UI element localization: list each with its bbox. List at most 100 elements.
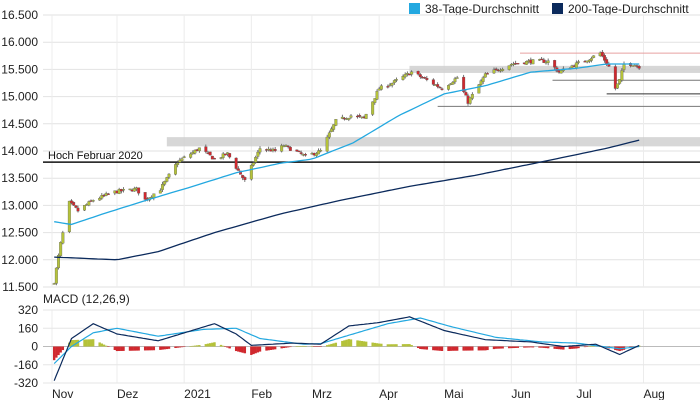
macd-histogram-bar xyxy=(497,346,500,349)
macd-histogram-bar xyxy=(163,346,166,350)
candle-body xyxy=(386,86,390,88)
macd-histogram-bar xyxy=(356,340,359,347)
candle-body xyxy=(395,79,398,81)
candle-body xyxy=(587,59,591,62)
candle-body xyxy=(241,175,245,178)
macd-histogram-bar xyxy=(241,346,244,353)
macd-histogram-bar xyxy=(395,344,398,347)
macd-histogram-bar xyxy=(83,339,86,347)
candle-body xyxy=(282,145,286,148)
candle-body xyxy=(228,153,232,158)
candle-body xyxy=(91,200,95,202)
resistance-band xyxy=(166,137,700,147)
candle-body xyxy=(83,205,86,211)
candle-body xyxy=(559,70,563,74)
candle-body xyxy=(243,177,247,181)
macd-histogram-bar xyxy=(250,346,253,355)
candle-body xyxy=(371,101,375,115)
candle-body xyxy=(423,77,427,79)
candle-body xyxy=(622,63,626,70)
candle-body xyxy=(178,159,182,163)
candle-body xyxy=(330,128,333,132)
macd-histogram-bar xyxy=(282,346,286,349)
candle-body xyxy=(288,146,292,151)
candle-body xyxy=(501,69,505,71)
ma200-line xyxy=(54,139,640,261)
macd-histogram-bar xyxy=(538,346,541,348)
macd-histogram-bar xyxy=(176,346,179,348)
candle-body xyxy=(613,66,617,89)
macd-histogram-bar xyxy=(256,346,260,353)
macd-histogram-bar xyxy=(557,346,561,350)
candle-body xyxy=(74,205,78,208)
macd-histogram-bar xyxy=(453,346,457,351)
macd-histogram-bar xyxy=(345,339,348,347)
candle-body xyxy=(100,194,104,199)
macd-histogram-bar xyxy=(423,346,426,350)
candle-body xyxy=(570,65,574,68)
macd-histogram-bar xyxy=(360,340,364,347)
macd-histogram-bar xyxy=(562,346,565,350)
candle-body xyxy=(106,193,110,195)
candle-body xyxy=(219,157,223,159)
macd-histogram-bar xyxy=(59,346,62,353)
macd-histogram-bar xyxy=(120,346,123,351)
macd-histogram-bar xyxy=(102,344,106,347)
macd-histogram-bar xyxy=(377,343,381,347)
candle-body xyxy=(349,115,353,118)
candle-body xyxy=(358,115,362,117)
candle-body xyxy=(258,148,262,153)
macd-signal-line xyxy=(53,317,640,365)
candle-body xyxy=(193,149,197,154)
price-panel: 16.500 16.000 15.500 15.000 14.500 14.000 13.5… xyxy=(1,8,700,294)
candle-body xyxy=(143,192,147,200)
macd-histogram-bar xyxy=(189,346,192,347)
candle-body xyxy=(167,173,171,178)
candle-body xyxy=(401,76,405,80)
macd-histogram-bar xyxy=(161,346,164,350)
x-tick-label: Feb xyxy=(251,387,272,400)
macd-histogram-bar xyxy=(100,343,104,347)
macd-histogram-bar xyxy=(115,346,119,352)
candle-body xyxy=(210,155,214,160)
price-y-tick-label: 13.500 xyxy=(1,171,38,185)
macd-histogram-bar xyxy=(204,344,208,347)
candle-body xyxy=(390,83,394,86)
candle-body xyxy=(477,84,481,94)
candle-body xyxy=(525,61,528,65)
candle-body xyxy=(347,117,351,120)
macd-histogram-bar xyxy=(299,346,303,347)
macd-histogram-bar xyxy=(559,346,563,350)
candle-body xyxy=(377,88,381,91)
candle-body xyxy=(507,65,511,70)
macd-histogram-bar xyxy=(572,346,576,349)
candle-body xyxy=(379,85,383,90)
price-y-tick-label: 12.500 xyxy=(1,226,38,240)
candle-body xyxy=(165,177,169,182)
macd-histogram-bar xyxy=(315,346,318,347)
x-tick-label: Aug xyxy=(644,387,665,400)
macd-histogram-bar xyxy=(325,345,329,347)
macd-histogram-bar xyxy=(180,346,184,348)
legend-swatch-ma200 xyxy=(552,3,563,14)
macd-histogram-bar xyxy=(588,346,591,347)
macd-histogram-bar xyxy=(104,345,108,347)
candle-body xyxy=(464,92,468,96)
macd-histogram-bar xyxy=(289,346,292,348)
candle-body xyxy=(161,184,164,190)
macd-histogram-bar xyxy=(152,346,156,351)
candle-body xyxy=(122,189,125,191)
macd-histogram-bar xyxy=(499,346,502,349)
candle-body xyxy=(256,151,260,157)
macd-histogram-bar xyxy=(575,346,578,349)
candle-body xyxy=(180,158,184,161)
macd-histogram-bar xyxy=(87,339,91,347)
macd-histogram-bar xyxy=(159,346,162,350)
macd-histogram-bar xyxy=(388,344,392,347)
candle-body xyxy=(462,76,466,92)
macd-histogram-bar xyxy=(55,346,58,358)
macd-histogram-bar xyxy=(343,340,346,347)
candle-body xyxy=(410,71,414,75)
macd-histogram-bar xyxy=(198,345,201,347)
macd-histogram-bar xyxy=(135,346,138,351)
